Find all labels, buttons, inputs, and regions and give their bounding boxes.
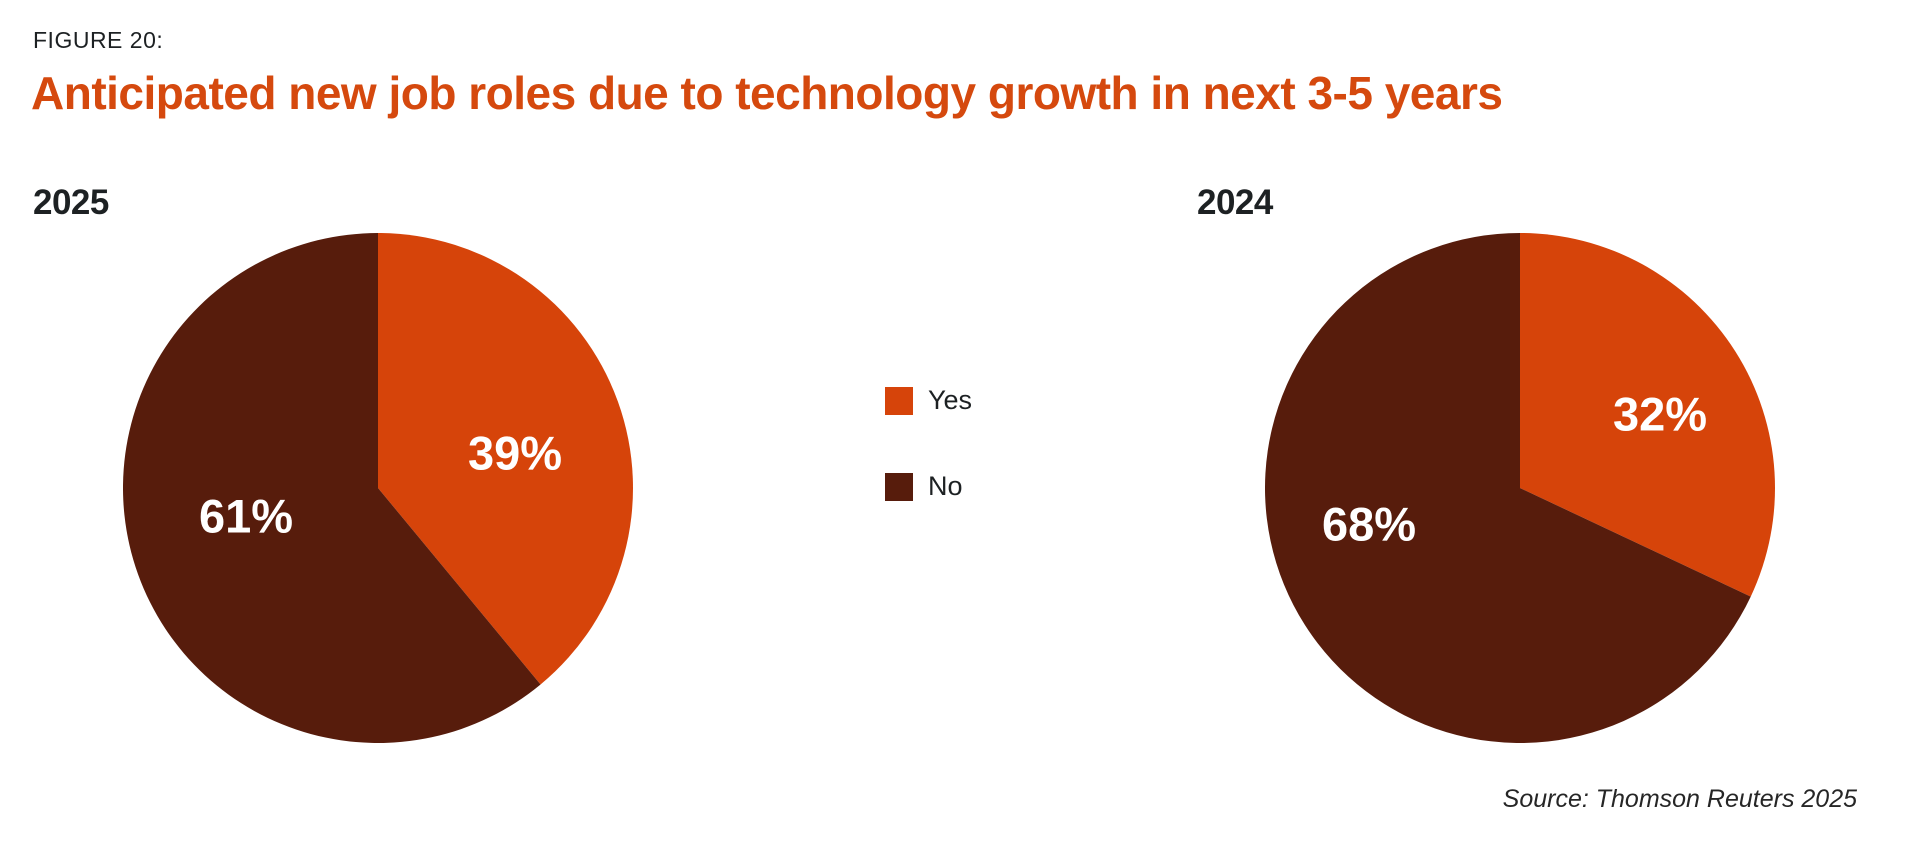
chart-title-2025: 2025 <box>33 183 109 222</box>
source-attribution: Source: Thomson Reuters 2025 <box>1502 785 1857 813</box>
legend-label-yes: Yes <box>928 385 973 415</box>
chart-title-2024: 2024 <box>1197 183 1273 222</box>
pie-chart-2025 <box>123 233 633 743</box>
legend-swatch-no <box>885 472 913 501</box>
figure-title: Anticipated new job roles due to technol… <box>31 67 1503 119</box>
figure-kicker: FIGURE 20: <box>33 27 164 53</box>
pie-slice-2024-yes <box>1520 233 1775 597</box>
legend-item-yes: Yes <box>885 385 972 416</box>
slice-label-2024-yes: 32% <box>1612 387 1708 441</box>
legend-swatch-yes <box>885 386 913 415</box>
pie-chart-2024 <box>1265 233 1775 743</box>
pie-slice-2024-no <box>1265 233 1751 743</box>
slice-label-2024-no: 68% <box>1321 497 1417 551</box>
legend-item-no: No <box>885 471 972 502</box>
slice-label-2025-yes: 39% <box>467 426 563 480</box>
pie-slice-2025-no <box>123 233 541 743</box>
pie-slice-2025-yes <box>378 233 633 685</box>
legend: Yes No <box>885 385 972 502</box>
legend-label-no: No <box>928 471 963 501</box>
slice-label-2025-no: 61% <box>198 489 294 543</box>
